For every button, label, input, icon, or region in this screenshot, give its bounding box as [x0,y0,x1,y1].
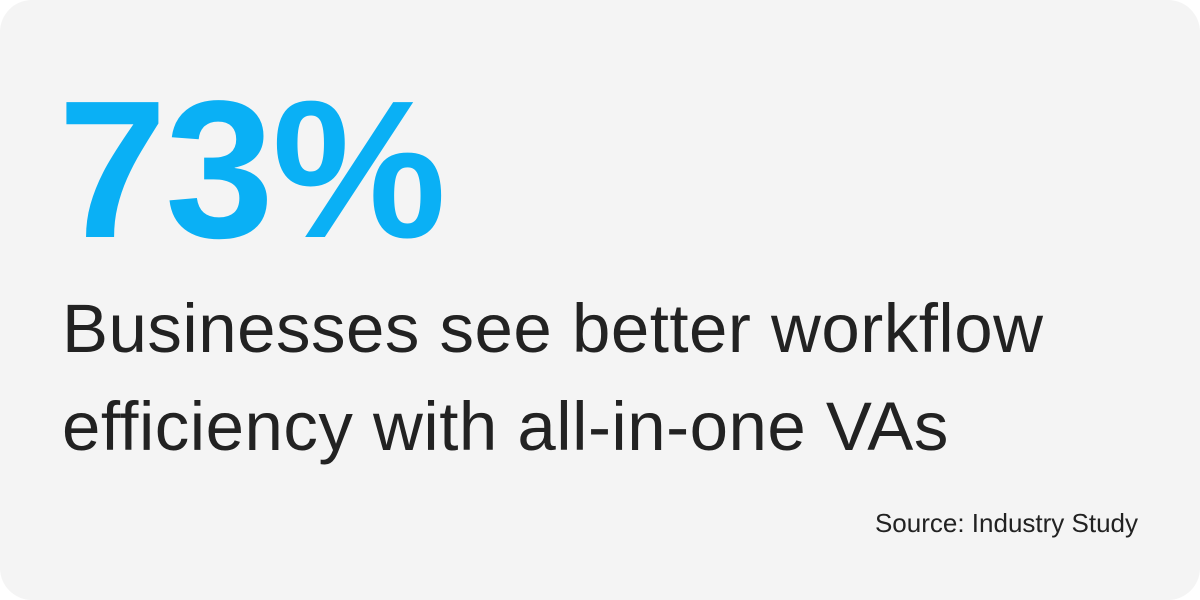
stat-description: Businesses see better workflow efficienc… [62,280,1043,476]
description-line: efficiency with all-in-one VAs [62,388,949,465]
description-line: Businesses see better workflow [62,290,1044,367]
source-label: Source: Industry Study [874,508,1138,538]
stat-value: 73% [58,60,446,279]
